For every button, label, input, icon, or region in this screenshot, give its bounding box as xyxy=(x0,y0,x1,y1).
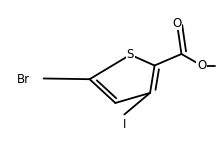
Text: Br: Br xyxy=(17,73,30,86)
Text: O: O xyxy=(172,17,182,30)
Text: O: O xyxy=(197,59,206,72)
Text: S: S xyxy=(127,48,134,61)
Text: I: I xyxy=(123,118,126,131)
